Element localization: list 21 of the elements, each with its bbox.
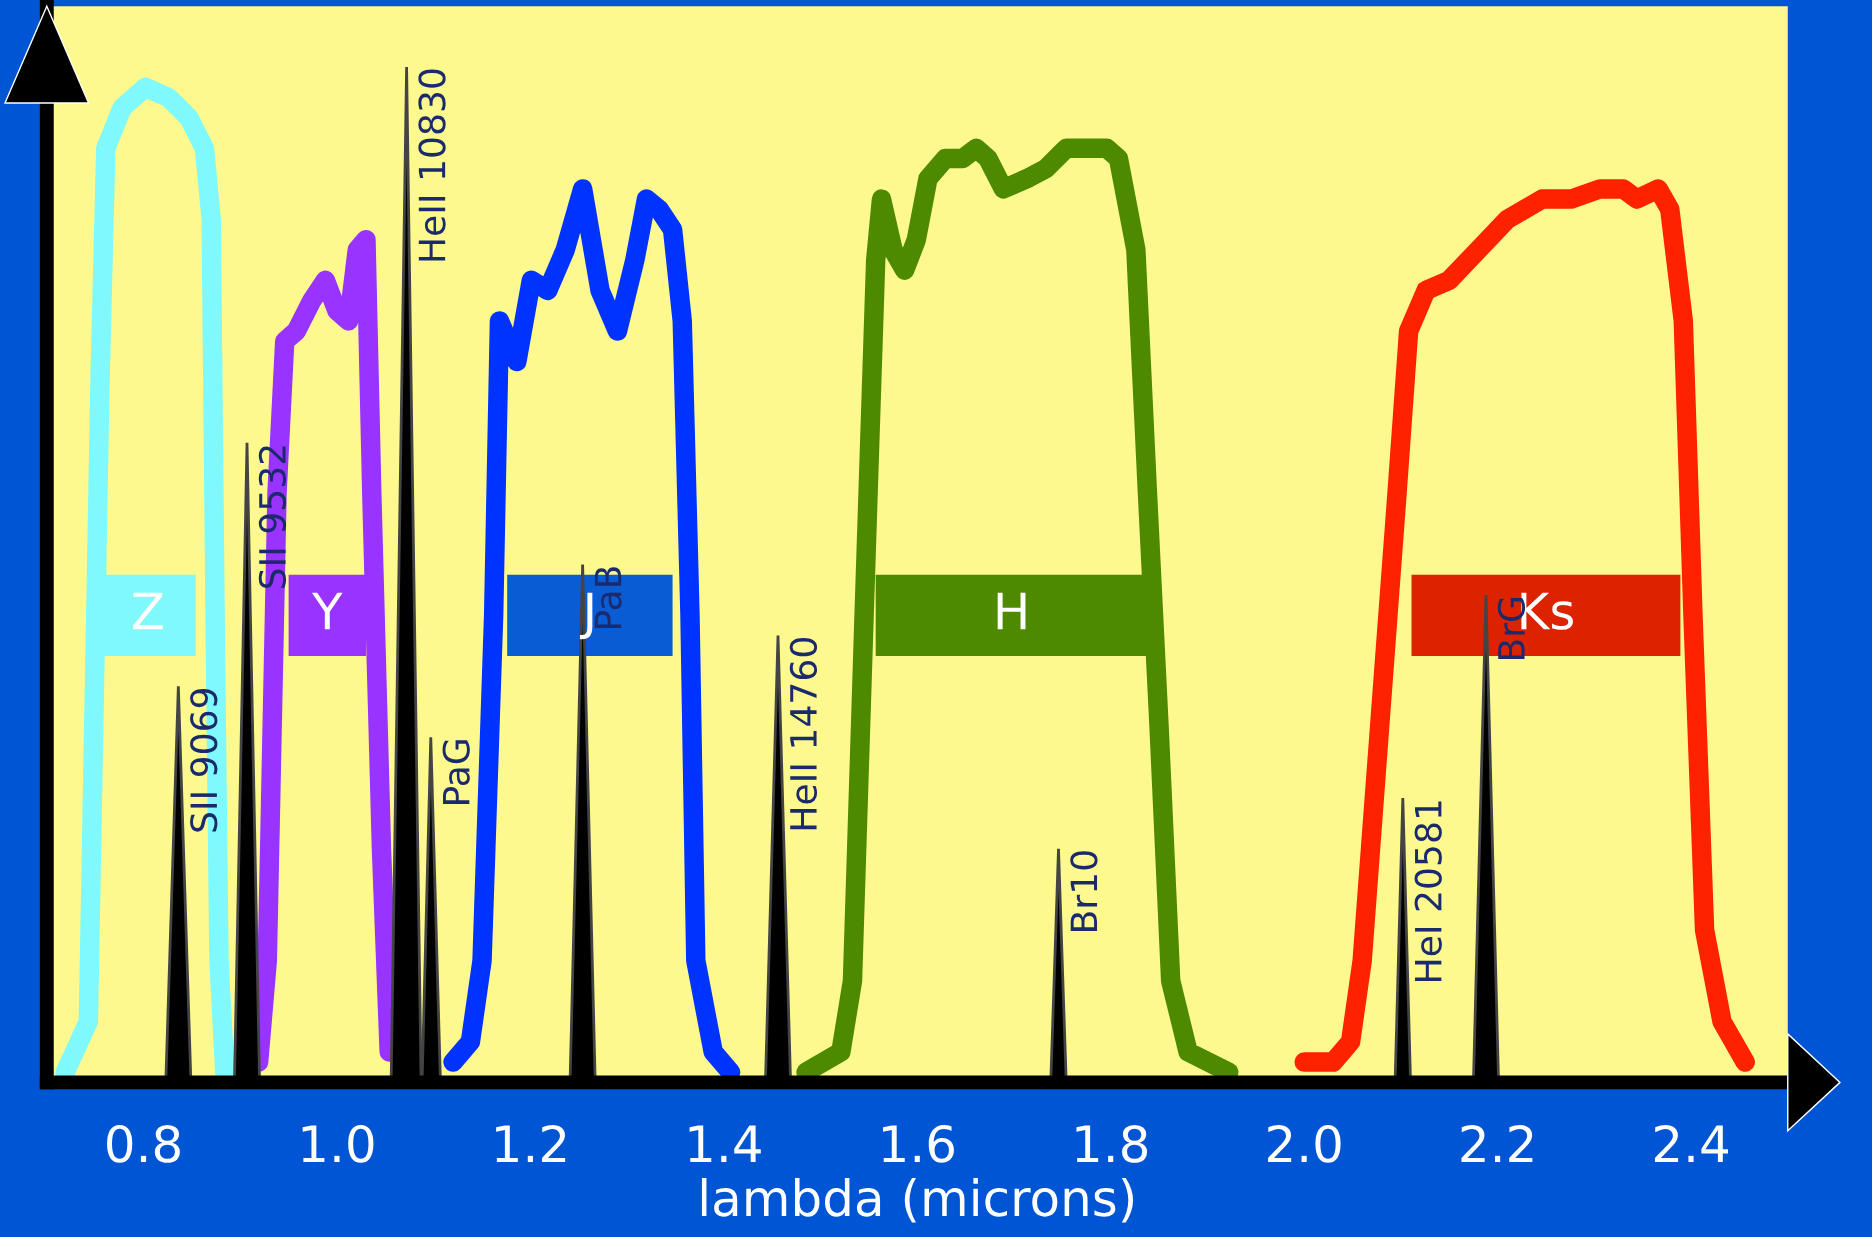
annotation: SII 9069 — [190, 688, 218, 832]
annotation: HeII 14760 — [789, 638, 818, 830]
x-tick-label: 1.6 — [883, 1124, 954, 1163]
annotation: Br10 — [1070, 851, 1098, 931]
annotation: HeII 10830 — [418, 69, 446, 261]
annotation: PaG — [442, 740, 470, 804]
annotation: HeI 20581 — [1414, 801, 1442, 981]
band-label: Z — [133, 592, 163, 630]
x-tick-label: 0.8 — [107, 1124, 180, 1163]
x-axis-title: lambda (microns) — [701, 1177, 1134, 1223]
x-tick-label: 2.4 — [1654, 1124, 1728, 1163]
annotation: PaB — [594, 567, 622, 629]
x-tick-label: 2.0 — [1268, 1124, 1341, 1163]
x-tick-label: 2.2 — [1461, 1124, 1533, 1163]
annotation: SII 9532 — [258, 446, 287, 588]
band-label: Y — [311, 592, 343, 630]
x-tick-label: 1.8 — [1076, 1124, 1148, 1163]
x-tick-label: 1.2 — [496, 1124, 566, 1163]
x-tick-label: 1.0 — [302, 1124, 374, 1163]
x-tick-label: 1.4 — [689, 1125, 761, 1163]
band-label: H — [997, 592, 1026, 630]
